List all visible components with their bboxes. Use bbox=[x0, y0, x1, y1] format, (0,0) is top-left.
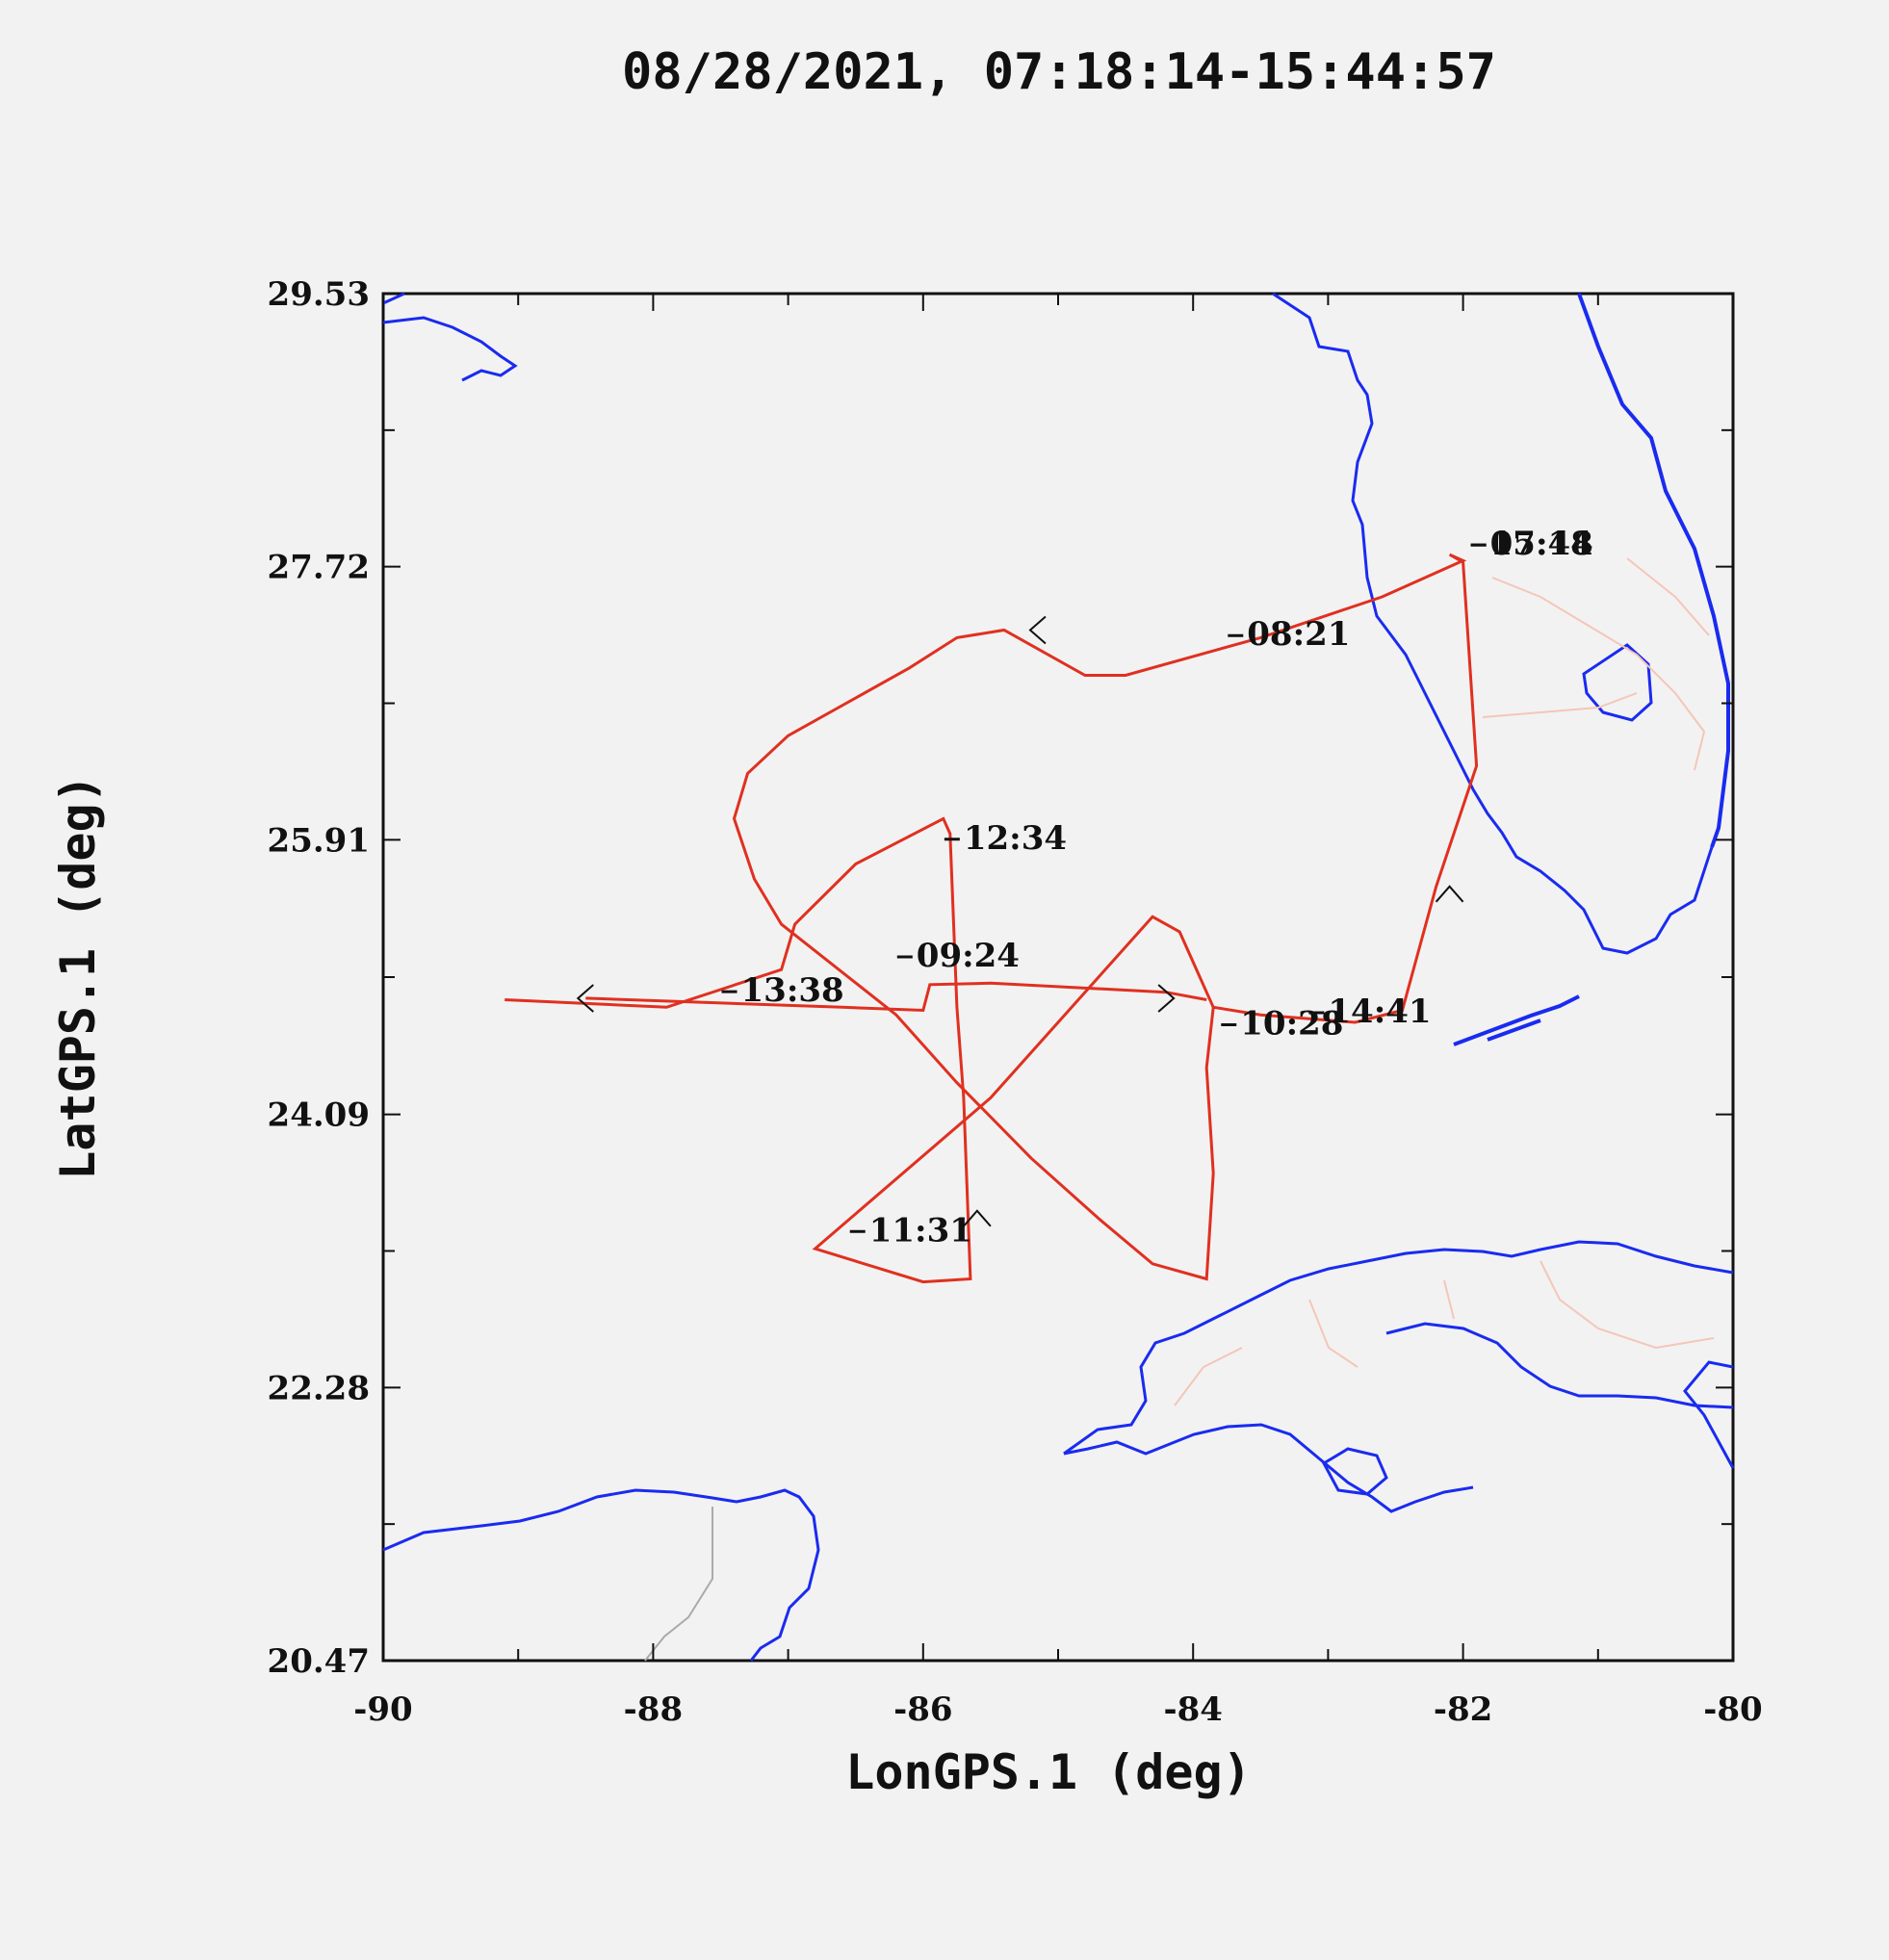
y-tick-label: 29.53 bbox=[268, 275, 370, 314]
direction-mark-3 bbox=[1157, 984, 1176, 1013]
axis-ticks: -90 -88 -86 -84 -82 -80 20.47 22.28 24.09 25.91 27… bbox=[268, 275, 1763, 1729]
time-label-0924: 09:24 bbox=[917, 937, 1020, 975]
y-tick-label: 27.72 bbox=[268, 549, 370, 587]
y-tick-label: 22.28 bbox=[268, 1369, 370, 1407]
x-tick-label: -82 bbox=[1434, 1690, 1492, 1729]
track-segment-1 bbox=[732, 553, 1479, 1281]
isla-de-la-juventud bbox=[1322, 1447, 1388, 1496]
plot-frame bbox=[381, 292, 1735, 1663]
border-florida-counties bbox=[1482, 557, 1710, 771]
coastline-florida-east bbox=[1577, 293, 1730, 848]
time-label-0821: 08:21 bbox=[1247, 615, 1350, 654]
track-segment-3 bbox=[585, 981, 1207, 1013]
x-tick-label: -86 bbox=[893, 1690, 952, 1729]
y-tick-label: 24.09 bbox=[268, 1096, 370, 1135]
time-label-1131: 11:31 bbox=[869, 1211, 972, 1250]
flight-track bbox=[505, 553, 1479, 1284]
x-tick-label: -84 bbox=[1163, 1690, 1222, 1729]
border-cuba-provinces bbox=[1174, 1260, 1715, 1406]
coastline-florida-west bbox=[1272, 292, 1714, 955]
x-tick-label: -80 bbox=[1703, 1690, 1762, 1729]
direction-mark-5 bbox=[1435, 885, 1464, 903]
x-tick-label: -88 bbox=[624, 1690, 683, 1729]
y-tick-label: 20.47 bbox=[268, 1642, 370, 1681]
chart-title: 08/28/2021, 07:18:14-15:44:57 bbox=[622, 43, 1496, 101]
lake-okeechobee bbox=[1582, 643, 1653, 722]
florida-keys bbox=[1453, 994, 1580, 1046]
x-tick-label: -90 bbox=[353, 1690, 412, 1729]
y-axis-label: LatGPS.1 (deg) bbox=[50, 774, 106, 1179]
x-axis-label: LonGPS.1 (deg) bbox=[845, 1744, 1251, 1800]
coastline-yucatan bbox=[382, 1488, 820, 1662]
direction-mark-4 bbox=[963, 1209, 992, 1227]
map-background bbox=[382, 292, 1735, 1662]
time-label-1338: 13:38 bbox=[741, 971, 844, 1010]
time-label-1544: 15:44 bbox=[1490, 525, 1593, 563]
time-label-0718: 07:18 bbox=[1490, 525, 1593, 563]
direction-mark-2 bbox=[1028, 615, 1047, 645]
coastline-gulf-north bbox=[382, 292, 518, 382]
time-label-1028: 10:28 bbox=[1240, 1005, 1343, 1044]
time-label-1441: 14:41 bbox=[1328, 993, 1431, 1031]
track-segment-2 bbox=[505, 816, 1215, 1284]
border-mexico-guatemala bbox=[644, 1507, 713, 1662]
time-label-1234: 12:34 bbox=[964, 819, 1067, 858]
y-tick-label: 25.91 bbox=[268, 821, 370, 860]
coastline-cuba-north bbox=[1385, 1322, 1734, 1409]
direction-mark-1 bbox=[576, 984, 594, 1013]
coastline-cuba bbox=[1063, 1240, 1735, 1513]
